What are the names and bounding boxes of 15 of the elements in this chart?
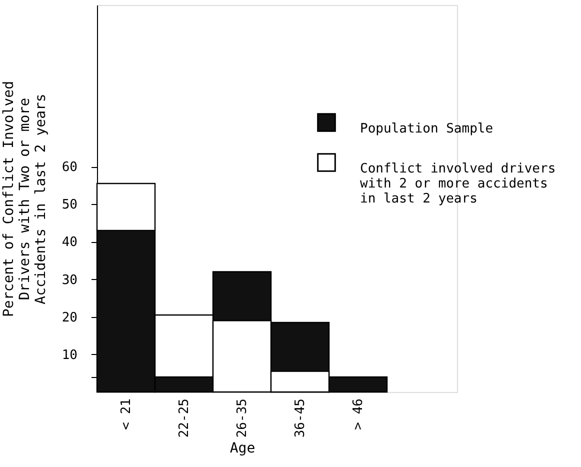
x-tick-label: > 46 (351, 398, 366, 430)
x-tick-label: 36-45 (293, 398, 308, 438)
y-axis-title: Percent of Conflict Involved Drivers with Two or more Accidents in last 2 years (0, 80, 49, 318)
y-tick-label: 30 (62, 272, 78, 288)
legend-label: Population Sample (360, 122, 494, 136)
x-tick-label: 22-25 (177, 398, 192, 438)
y-tick-label: 20 (62, 310, 78, 326)
y-tick-label: 60 (62, 160, 78, 176)
y-tick-label: 50 (62, 198, 78, 213)
y-tick-label: 10 (62, 348, 78, 363)
x-axis-title: Age (230, 440, 256, 457)
y-tick-label: 40 (62, 235, 78, 250)
x-tick-label: < 21 (119, 398, 134, 430)
x-tick-label: 26-35 (235, 398, 250, 438)
legend-label: Conflict involved drivers with 2 or more accidents in last 2 years (360, 162, 556, 206)
